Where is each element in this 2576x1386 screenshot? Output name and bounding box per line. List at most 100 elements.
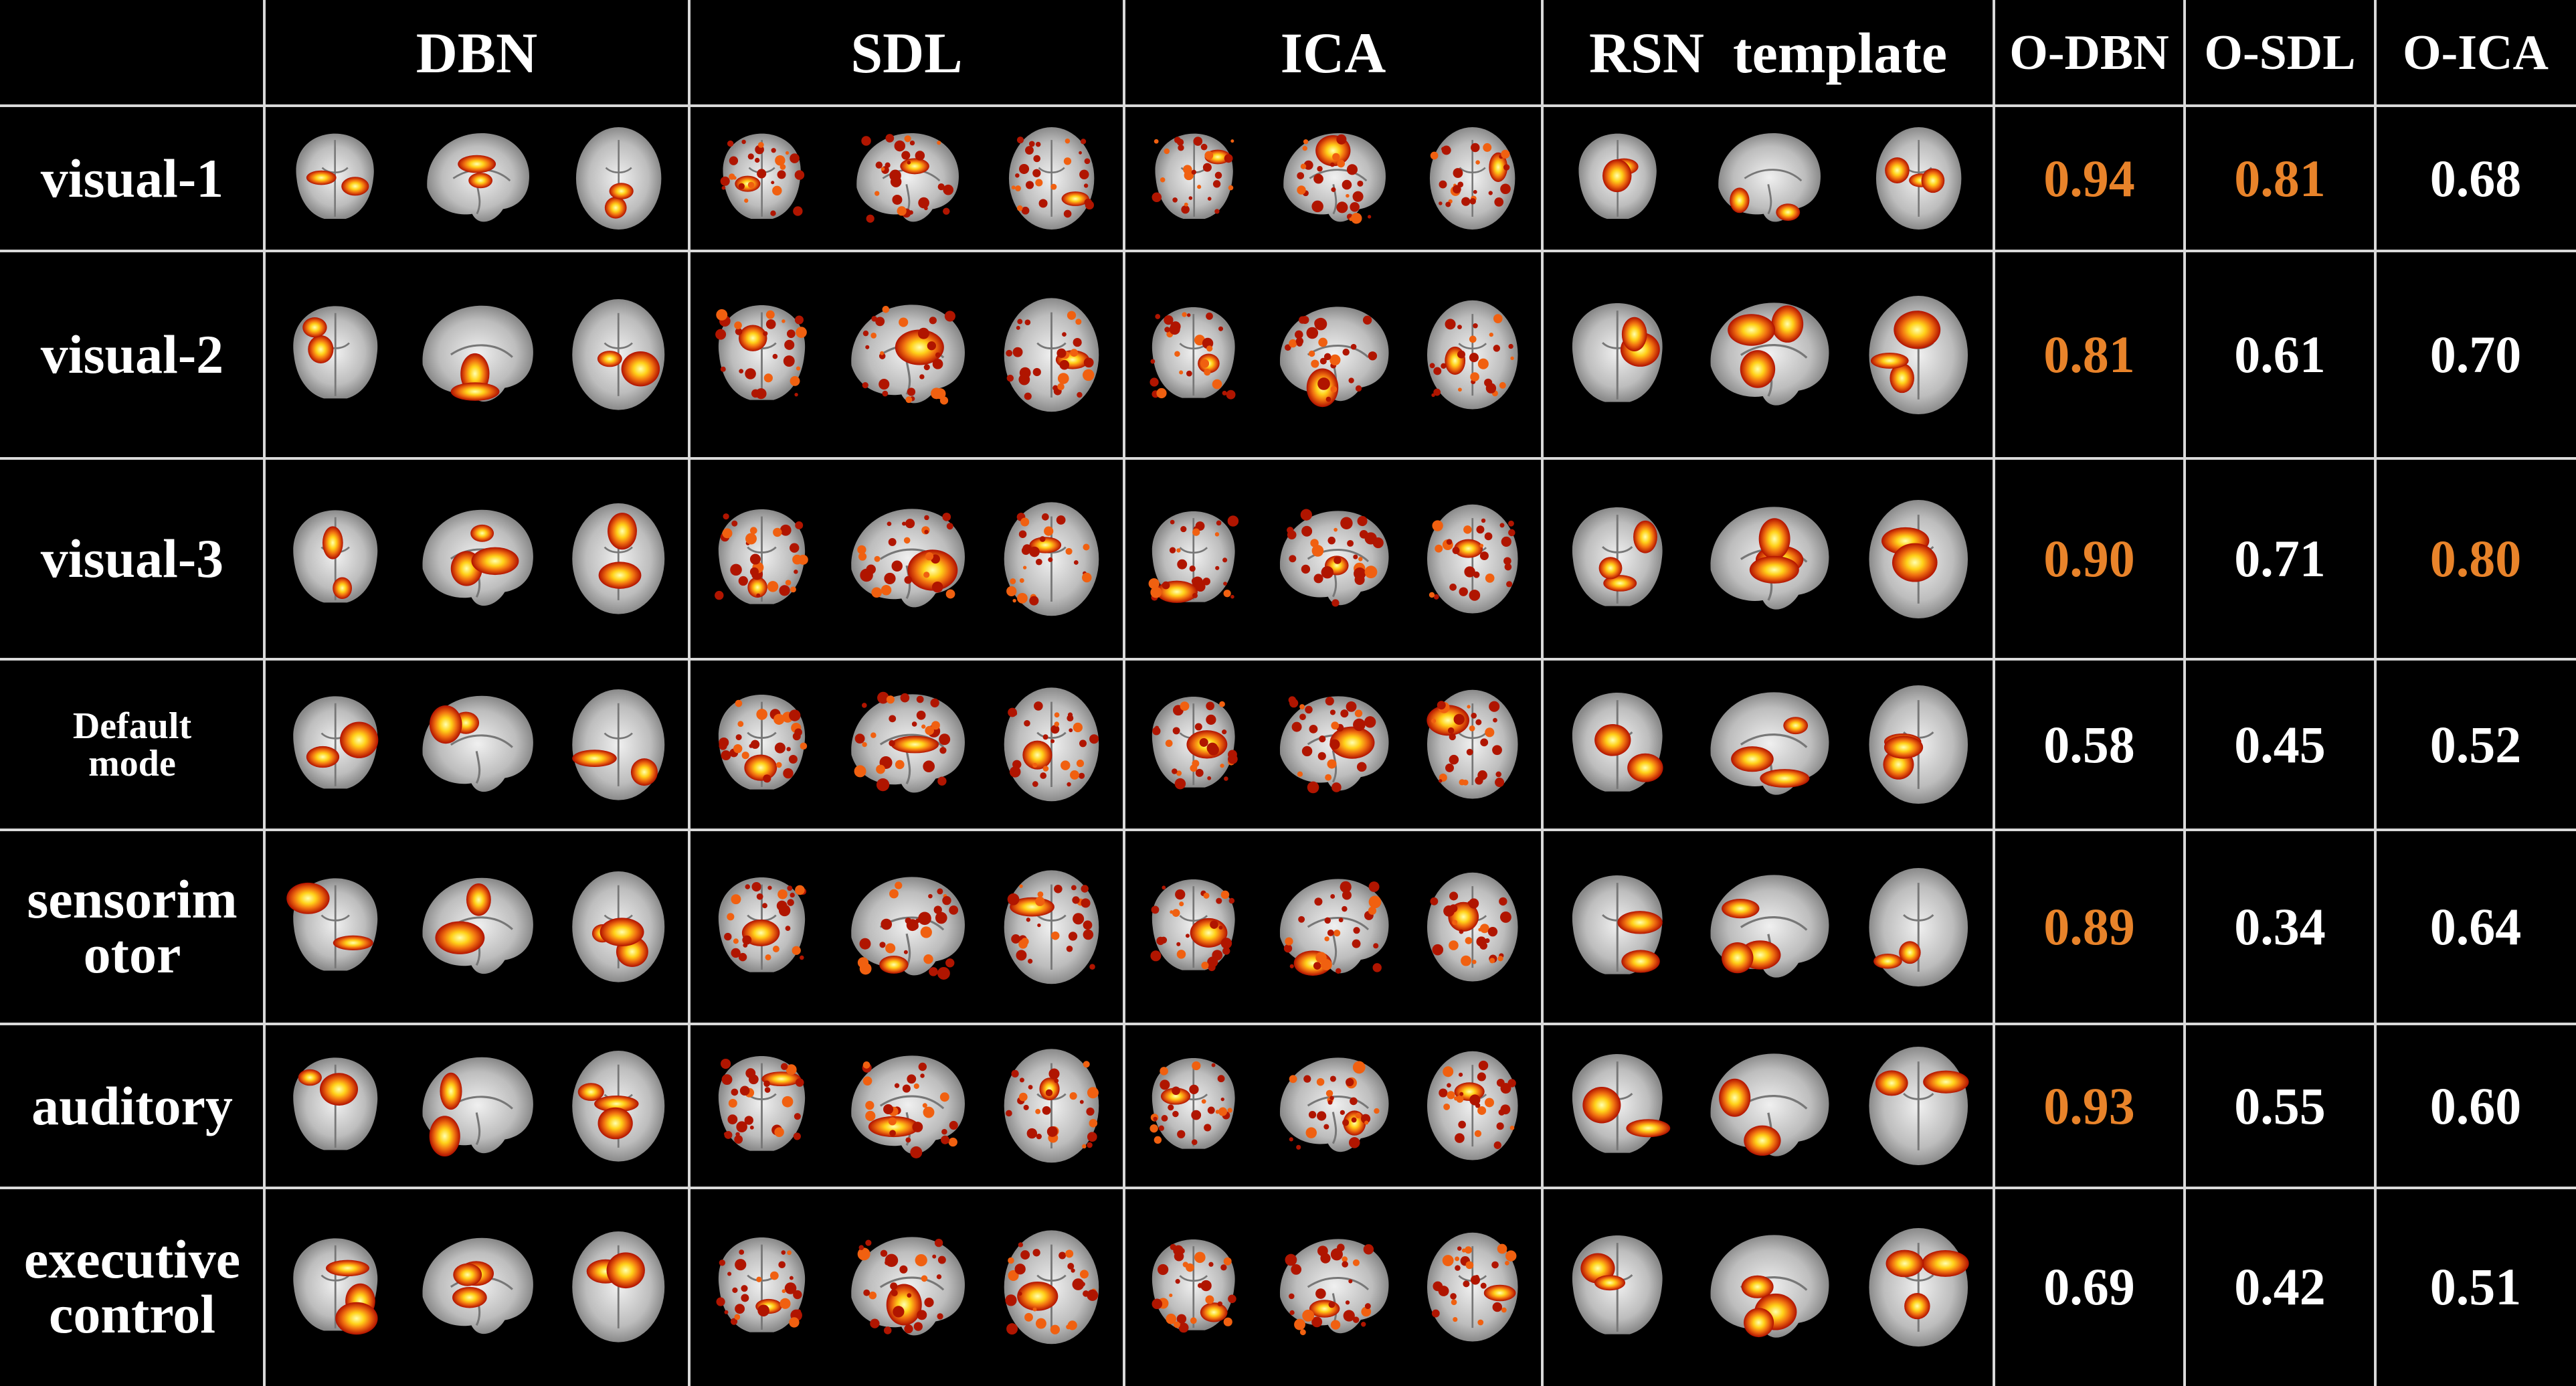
sagittal-brain-map <box>403 1223 550 1355</box>
grid-line-horizontal <box>0 104 2576 107</box>
axial-brain-map <box>1857 491 1981 631</box>
column-header: DBN <box>416 21 538 85</box>
sagittal-brain-map <box>403 863 550 994</box>
axial-brain-map <box>1857 676 1981 816</box>
grid-line-vertical <box>1123 0 1125 1386</box>
coronal-brain-map <box>703 493 821 628</box>
overlap-value: 0.64 <box>2429 897 2522 956</box>
overlap-value: 0.42 <box>2234 1258 2326 1316</box>
coronal-brain-map <box>1556 286 1679 427</box>
grid-line-vertical <box>2183 0 2186 1386</box>
sagittal-brain-map <box>1265 119 1402 241</box>
sagittal-brain-map <box>1261 864 1406 993</box>
axial-brain-map <box>1419 119 1526 241</box>
overlap-value: 0.70 <box>2429 325 2522 383</box>
overlap-value: 0.71 <box>2234 529 2326 588</box>
overlap-value: 0.51 <box>2429 1258 2522 1316</box>
overlap-value: 0.60 <box>2429 1076 2522 1135</box>
overlap-value: 0.80 <box>2429 529 2522 588</box>
coronal-brain-map <box>703 679 821 814</box>
grid-line-vertical <box>2374 0 2377 1386</box>
coronal-brain-map <box>278 495 393 626</box>
sagittal-brain-map <box>1700 119 1837 241</box>
overlap-value: 0.45 <box>2234 715 2326 774</box>
overlap-value: 0.55 <box>2234 1076 2326 1135</box>
axial-brain-map <box>1416 681 1530 810</box>
sagittal-brain-map <box>403 290 550 422</box>
column-header: ICA <box>1280 21 1386 85</box>
column-header: O-SDL <box>2204 25 2356 80</box>
sagittal-brain-map <box>1689 859 1847 999</box>
sagittal-brain-map <box>1689 1219 1847 1359</box>
overlap-value: 0.52 <box>2429 715 2522 774</box>
coronal-brain-map <box>278 681 393 812</box>
overlap-value: 0.89 <box>2043 897 2135 956</box>
sagittal-brain-map <box>409 119 545 241</box>
axial-brain-map <box>561 681 676 812</box>
row-label: visual-1 <box>40 147 224 209</box>
row-label: visual-2 <box>40 324 224 385</box>
overlap-value: 0.61 <box>2234 325 2326 383</box>
sagittal-brain-map <box>403 681 550 812</box>
sagittal-brain-map <box>403 1042 550 1174</box>
coronal-brain-map <box>278 863 393 994</box>
grid-line-vertical <box>1993 0 1995 1386</box>
grid-line-horizontal <box>0 1187 2576 1189</box>
overlap-value: 0.90 <box>2043 529 2135 588</box>
coronal-brain-map <box>703 1221 821 1357</box>
sagittal-brain-map <box>831 1221 982 1357</box>
column-header: O-DBN <box>2009 25 2169 80</box>
sagittal-brain-map <box>1261 496 1406 625</box>
axial-brain-map <box>998 119 1105 241</box>
grid-line-horizontal <box>0 457 2576 460</box>
coronal-brain-map <box>1137 1224 1251 1353</box>
axial-brain-map <box>1857 286 1981 427</box>
axial-brain-map <box>561 1042 676 1174</box>
coronal-brain-map <box>1137 864 1251 993</box>
coronal-brain-map <box>1137 292 1251 421</box>
coronal-brain-map <box>1137 496 1251 625</box>
axial-brain-map <box>1416 1224 1530 1353</box>
grid-line-vertical <box>688 0 691 1386</box>
axial-brain-map <box>561 863 676 994</box>
coronal-brain-map <box>1556 676 1679 816</box>
coronal-brain-map <box>1137 681 1251 810</box>
axial-brain-map <box>992 1221 1111 1357</box>
overlap-value: 0.68 <box>2429 149 2522 207</box>
sagittal-brain-map <box>831 679 982 814</box>
sagittal-brain-map <box>403 495 550 626</box>
sagittal-brain-map <box>838 119 975 241</box>
coronal-brain-map <box>1141 119 1247 241</box>
axial-brain-map <box>1865 119 1972 241</box>
axial-brain-map <box>1857 1037 1981 1178</box>
coronal-brain-map <box>703 861 821 997</box>
sagittal-brain-map <box>1689 491 1847 631</box>
column-header: O-ICA <box>2403 25 2549 80</box>
coronal-brain-map <box>1556 1219 1679 1359</box>
axial-brain-map <box>992 289 1111 424</box>
coronal-brain-map <box>278 290 393 422</box>
row-label: Default mode <box>72 705 192 784</box>
sagittal-brain-map <box>831 289 982 424</box>
sagittal-brain-map <box>1261 1043 1406 1172</box>
axial-brain-map <box>1416 864 1530 993</box>
axial-brain-map <box>1416 496 1530 625</box>
sagittal-brain-map <box>831 1040 982 1175</box>
sagittal-brain-map <box>1689 676 1847 816</box>
row-label: auditory <box>31 1075 233 1136</box>
coronal-brain-map <box>1556 1037 1679 1178</box>
sagittal-brain-map <box>1261 681 1406 810</box>
sagittal-brain-map <box>1261 1224 1406 1353</box>
row-label: executive control <box>23 1229 241 1345</box>
axial-brain-map <box>992 493 1111 628</box>
coronal-brain-map <box>1556 859 1679 999</box>
grid-line-horizontal <box>0 250 2576 252</box>
sagittal-brain-map <box>1261 292 1406 421</box>
grid-line-vertical <box>263 0 266 1386</box>
sagittal-brain-map <box>1689 1037 1847 1178</box>
overlap-value: 0.94 <box>2043 149 2135 207</box>
coronal-brain-map <box>709 119 815 241</box>
row-label: visual-3 <box>40 528 224 589</box>
axial-brain-map <box>1857 859 1981 999</box>
coronal-brain-map <box>1137 1043 1251 1172</box>
